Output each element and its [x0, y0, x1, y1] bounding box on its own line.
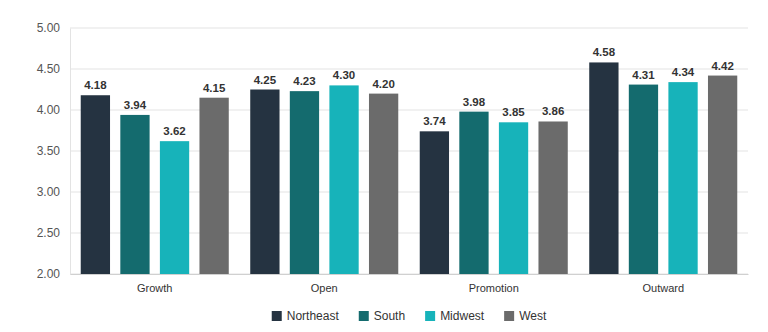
bar	[290, 91, 319, 274]
bar	[250, 90, 279, 275]
bar	[329, 85, 358, 274]
data-label: 4.42	[711, 60, 733, 72]
y-tick: 3.00	[37, 185, 70, 199]
legend-item: West	[504, 309, 547, 323]
x-tick: Outward	[642, 274, 684, 294]
data-label: 4.25	[254, 74, 277, 86]
x-tick-label: Promotion	[469, 282, 519, 294]
bar	[199, 98, 228, 274]
legend-swatch	[272, 311, 282, 321]
y-tick: 2.50	[37, 226, 70, 240]
data-label: 3.86	[542, 105, 564, 117]
data-label: 4.15	[203, 82, 226, 94]
y-tick-label: 4.50	[37, 62, 61, 76]
y-tick-label: 4.00	[37, 103, 61, 117]
legend-label: West	[519, 309, 547, 323]
y-tick: 5.00	[37, 21, 70, 35]
data-label: 4.23	[293, 75, 315, 87]
series	[199, 76, 737, 274]
data-labels: 4.18 4.25 3.74 4.58 3.94 4.23 3.98 4.31 3.62 4.30…	[84, 46, 734, 137]
data-label: 4.30	[333, 69, 355, 81]
bar	[629, 85, 658, 274]
bars	[81, 62, 738, 274]
y-tick: 2.00	[37, 267, 70, 281]
legend-item: Midwest	[425, 309, 485, 323]
legend-item: South	[359, 309, 405, 323]
data-label: 4.18	[84, 79, 107, 91]
y-axis: 2.00 2.50 3.00 3.50 4.00 4.50 5.00	[37, 21, 71, 281]
bar	[459, 112, 488, 274]
x-tick: Growth	[137, 274, 172, 294]
chart: 2.00 2.50 3.00 3.50 4.00 4.50 5.00 Growth Open Pr…	[0, 0, 768, 332]
series	[81, 62, 619, 274]
y-tick-label: 3.50	[37, 144, 61, 158]
bar	[499, 122, 528, 274]
series	[160, 82, 698, 274]
legend: Northeast South Midwest West	[272, 309, 547, 323]
grid-line	[70, 28, 748, 29]
bar	[708, 76, 737, 274]
y-tick-label: 2.00	[37, 267, 61, 281]
series	[120, 85, 658, 274]
legend-swatch	[359, 311, 369, 321]
y-axis-line	[70, 29, 71, 275]
data-label: 3.98	[463, 96, 486, 108]
data-label: 3.62	[163, 125, 185, 137]
legend-label: Northeast	[287, 309, 340, 323]
legend-label: Midwest	[440, 309, 485, 323]
y-tick-label: 3.00	[37, 185, 61, 199]
y-tick-label: 2.50	[37, 226, 61, 240]
plot: 2.00 2.50 3.00 3.50 4.00 4.50 5.00 Growth Open Pr…	[37, 21, 749, 293]
x-tick-label: Open	[311, 282, 338, 294]
y-tick: 3.50	[37, 144, 70, 158]
data-label: 4.58	[593, 46, 616, 58]
bar	[538, 121, 567, 274]
data-label: 3.74	[423, 115, 446, 127]
bar	[81, 95, 110, 274]
grid	[70, 28, 748, 274]
x-tick-label: Growth	[137, 282, 172, 294]
data-label: 4.31	[632, 69, 655, 81]
x-axis: Growth Open Promotion Outward	[71, 274, 749, 294]
bar	[369, 94, 398, 274]
bar	[668, 82, 697, 274]
x-axis-line	[71, 274, 749, 275]
legend-label: South	[374, 309, 405, 323]
x-tick-label: Outward	[642, 282, 684, 294]
data-label: 4.34	[672, 66, 695, 78]
y-tick: 4.00	[37, 103, 70, 117]
data-label: 4.20	[372, 78, 394, 90]
y-tick-label: 5.00	[37, 21, 61, 35]
x-tick: Promotion	[469, 274, 519, 294]
legend-item: Northeast	[272, 309, 340, 323]
x-tick: Open	[311, 274, 338, 294]
bar	[120, 115, 149, 274]
bar	[160, 141, 189, 274]
bar	[589, 62, 618, 274]
y-tick: 4.50	[37, 62, 70, 76]
data-label: 3.94	[124, 99, 147, 111]
data-label: 3.85	[502, 106, 525, 118]
legend-swatch	[425, 311, 435, 321]
legend-swatch	[504, 311, 514, 321]
bar	[420, 131, 449, 274]
